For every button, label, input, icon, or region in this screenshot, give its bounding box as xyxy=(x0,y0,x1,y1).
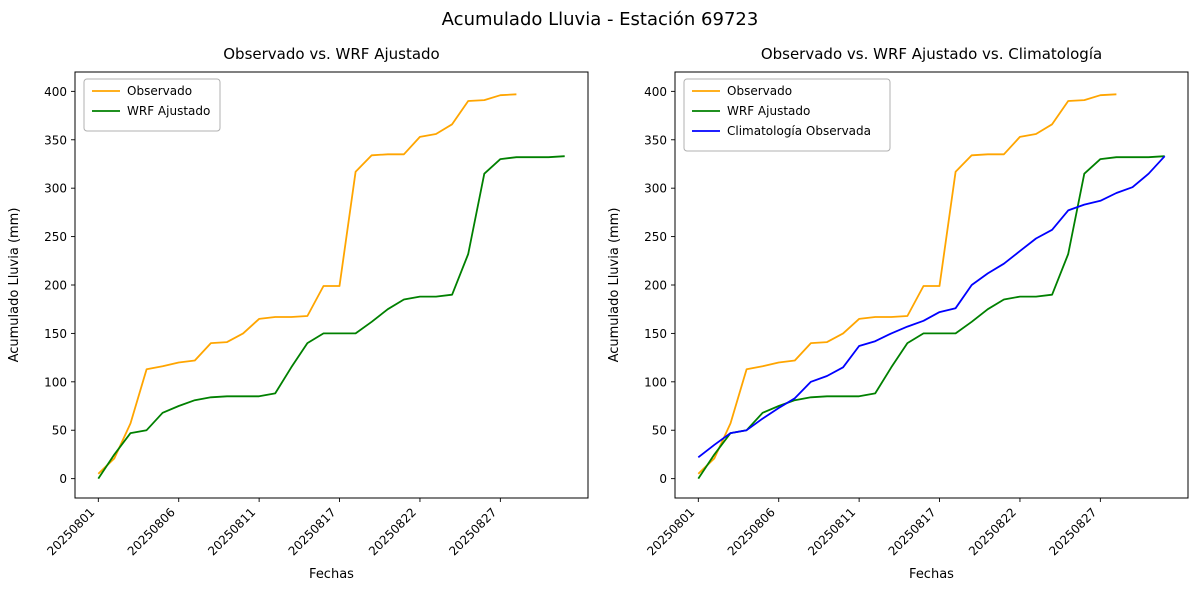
figure-title: Acumulado Lluvia - Estación 69723 xyxy=(441,9,759,30)
charts-row: Observado vs. WRF Ajustado 0 50 100 150 200 25… xyxy=(0,40,1200,600)
chart-observado-vs-wrf-vs-climatologia: Observado vs. WRF Ajustado vs. Climatolo… xyxy=(607,45,1189,582)
y-tick-label: 50 xyxy=(652,424,667,438)
observado-line xyxy=(697,93,1117,475)
legend-label-wrf-ajustado: WRF Ajustado xyxy=(127,104,210,118)
chart-title: Observado vs. WRF Ajustado xyxy=(223,45,439,63)
y-tick-label: 150 xyxy=(44,327,67,341)
y-tick-label: 50 xyxy=(52,424,67,438)
x-tick-label: 20250817 xyxy=(886,505,939,558)
observado-line xyxy=(97,93,517,475)
y-tick-label: 0 xyxy=(659,472,667,486)
climatologia-observada-line xyxy=(697,155,1166,459)
legend-label-observado: Observado xyxy=(127,84,192,98)
y-tick-label: 400 xyxy=(44,85,67,99)
legend: Observado WRF Ajustado Climatología Observ… xyxy=(683,78,891,152)
legend-box xyxy=(683,78,891,152)
x-tick-label: 20250806 xyxy=(125,505,178,558)
legend-label-observado: Observado xyxy=(727,84,792,98)
legend-box xyxy=(83,78,221,132)
wrf-ajustado-line xyxy=(97,155,565,480)
x-tick-label: 20250822 xyxy=(966,505,1019,558)
y-axis-label: Acumulado Lluvia (mm) xyxy=(607,208,622,363)
x-tick-label: 20250806 xyxy=(725,505,778,558)
y-tick-label: 0 xyxy=(59,472,67,486)
chart-observado-vs-wrf: Observado vs. WRF Ajustado 0 50 100 150 200 25… xyxy=(7,45,589,582)
legend: Observado WRF Ajustado xyxy=(83,78,221,132)
wrf-ajustado-line xyxy=(697,155,1165,480)
y-tick-label: 200 xyxy=(44,279,67,293)
y-tick-label: 100 xyxy=(644,375,667,389)
legend-label-wrf-ajustado: WRF Ajustado xyxy=(727,104,810,118)
x-axis-label: Fechas xyxy=(909,567,954,582)
y-tick-label: 350 xyxy=(644,133,667,147)
x-tick-label: 20250817 xyxy=(286,505,339,558)
y-tick-label: 200 xyxy=(644,279,667,293)
x-tick-label: 20250801 xyxy=(44,505,97,558)
x-tick-label: 20250822 xyxy=(366,505,419,558)
y-tick-label: 150 xyxy=(644,327,667,341)
x-tick-label: 20250827 xyxy=(1046,505,1099,558)
x-tick-label: 20250801 xyxy=(644,505,697,558)
y-tick-label: 300 xyxy=(644,182,667,196)
y-axis-label: Acumulado Lluvia (mm) xyxy=(7,208,22,363)
y-tick-label: 250 xyxy=(644,230,667,244)
y-tick-label: 100 xyxy=(44,375,67,389)
x-tick-label: 20250811 xyxy=(805,505,858,558)
plot-area-border xyxy=(74,71,589,499)
x-axis-label: Fechas xyxy=(309,567,354,582)
legend-label-climatologia-observada: Climatología Observada xyxy=(727,124,871,138)
y-tick-label: 250 xyxy=(44,230,67,244)
x-tick-label: 20250811 xyxy=(205,505,258,558)
plot-area-border xyxy=(674,71,1189,499)
y-tick-label: 350 xyxy=(44,133,67,147)
chart-title: Observado vs. WRF Ajustado vs. Climatolo… xyxy=(761,45,1102,63)
y-tick-label: 400 xyxy=(644,85,667,99)
y-tick-label: 300 xyxy=(44,182,67,196)
x-tick-label: 20250827 xyxy=(446,505,499,558)
